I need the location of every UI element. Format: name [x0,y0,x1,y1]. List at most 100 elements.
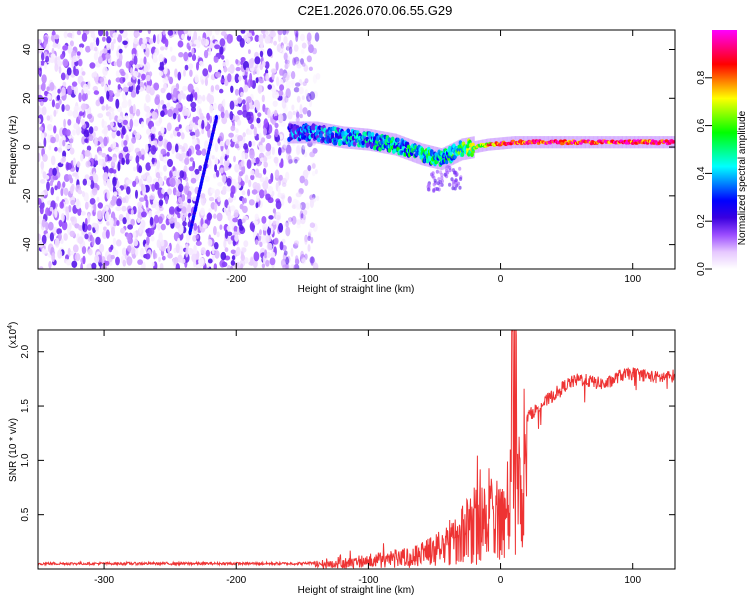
spectrogram-noise-mark [158,71,164,77]
spectrogram-noise-mark [139,197,145,203]
spectrogram-noise-mark [179,170,185,179]
spectrogram-noise-mark [175,221,181,229]
spectrogram-noise-mark [140,121,145,128]
spectrogram-noise-mark [214,250,220,259]
spectrogram-noise-mark [122,40,128,46]
spectrogram-noise-mark [255,157,260,165]
spectrogram-noise-mark [220,251,227,261]
spectrogram-noise-mark [145,253,151,260]
spectrogram-noise-mark [258,34,264,44]
spectrogram-noise-mark [237,174,242,183]
spectrogram-noise-mark [262,223,268,231]
spectrogram-noise-mark [106,36,112,44]
spectrogram-noise-mark [240,30,246,34]
spectrogram-signal-mark [561,141,565,146]
snr-exponent-label: (x104) [7,322,19,349]
spectrogram-noise-mark [296,64,302,69]
spectrogram-noise-mark [93,90,100,95]
spectrogram-noise-mark [282,182,287,187]
spectrogram-noise-mark [94,136,98,147]
spectrogram-noise-mark [108,95,114,102]
spectrogram-noise-mark [302,209,308,216]
spectrogram-noise-mark [72,55,78,63]
spectrogram-noise-mark [215,170,220,178]
spectrogram-noise-mark [277,30,283,36]
spectrogram-signal-tail-mark [438,179,442,184]
spectrogram-noise-mark [113,61,117,67]
spectrogram-noise-mark [230,191,234,199]
spectrogram-noise-mark [307,110,312,117]
spectrogram-noise-mark [221,261,228,268]
spectrogram-noise-mark [263,156,268,162]
spectrogram-noise-mark [132,103,136,114]
spectrogram-noise-mark [170,55,177,62]
spectrogram-noise-mark [251,31,255,36]
spectrogram-noise-mark [135,132,141,141]
spectrogram-noise-mark [89,176,94,181]
spectrogram-noise-mark [134,64,141,69]
spectrogram-noise-mark [219,38,226,47]
spectrogram-noise-mark [293,240,300,246]
spectrogram-noise-mark [293,264,298,269]
spectrogram-noise-mark [221,174,227,183]
spectrogram-signal-mark [378,146,382,152]
spectrogram-noise-mark [103,125,109,135]
spectrogram-noise-mark [276,76,280,87]
spectrogram-noise-mark [83,129,90,138]
spectrogram-noise-mark [110,254,115,260]
spectrogram-noise-mark [287,196,292,204]
spectrogram-noise-mark [246,111,251,121]
spectrogram-noise-mark [315,195,320,201]
spectrogram-noise-mark [148,38,154,45]
spectrogram-noise-mark [65,199,69,205]
spectrogram-signal-tail-mark [456,181,460,186]
spectrogram-x-label: Height of straight line (km) [298,284,415,295]
spectrogram-noise-mark [236,119,242,126]
spectrogram-noise-mark [89,42,94,50]
spectrogram-noise-mark [265,234,270,244]
spectrogram-noise-mark [223,207,227,213]
spectrogram-noise-mark [213,242,219,250]
spectrogram-noise-mark [155,172,161,179]
spectrogram-noise-mark [140,174,147,180]
spectrogram-noise-mark [198,165,203,172]
spectrogram-noise-mark [156,160,161,170]
spectrogram-noise-mark [164,58,168,64]
spectrogram-noise-mark [202,94,206,102]
spectrogram-noise-mark [84,138,88,144]
spectrogram-noise-mark [118,48,123,54]
spectrogram-noise-mark [125,158,130,165]
spectrogram-noise-mark [69,230,76,237]
spectrogram-noise-mark [166,141,172,152]
spectrogram-noise-mark [247,129,253,135]
snr-y-axis: 0.5 1.0 1.5 2.0 [20,344,675,522]
spectrogram-noise-mark [158,117,163,124]
spectrogram-noise-mark [103,162,107,168]
spectrogram-noise-mark [147,30,151,35]
spectrogram-noise-mark [254,56,261,65]
spectrogram-signal-tail-mark [454,178,458,183]
spectrogram-noise-mark [292,110,296,116]
spectrogram-noise-mark [304,178,309,187]
spectrogram-noise-mark [290,71,296,80]
spectrogram-noise-mark [219,46,224,55]
spectrogram-noise-mark [281,45,285,55]
snr-exponent: (x104) [7,322,19,349]
spectrogram-noise-layer [38,30,321,269]
spectrogram-noise-mark [121,101,126,109]
spectrogram-noise-mark [62,139,66,147]
spectrogram-noise-mark [314,169,318,175]
spectrogram-noise-mark [279,161,284,169]
spectrogram-noise-mark [279,134,284,140]
spectrogram-noise-mark [135,189,138,199]
spectrogram-noise-mark [117,161,121,172]
spectrogram-signal-tail-mark [445,166,449,170]
spectrogram-noise-mark [38,118,41,124]
spectrogram-noise-mark [186,234,191,241]
spectrogram-noise-mark [307,244,311,252]
spectrogram-noise-mark [47,134,51,143]
spectrogram-noise-mark [177,196,182,204]
spectrogram-noise-mark [195,150,202,156]
spectrogram-noise-mark [238,171,244,177]
spectrogram-noise-mark [63,118,66,128]
